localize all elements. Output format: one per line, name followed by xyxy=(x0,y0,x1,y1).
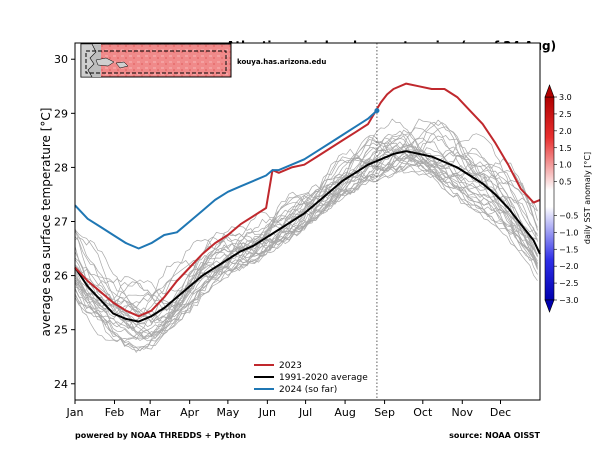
x-tick-label: Mar xyxy=(140,406,161,419)
colorbar-tick-label: 1.0 xyxy=(559,161,572,170)
historical-year-line xyxy=(74,135,538,325)
colorbar-tick-label: 3.0 xyxy=(559,93,572,102)
series-line-2024-so-far xyxy=(74,109,378,250)
colorbar-tick-label: −3.0 xyxy=(559,296,578,305)
historical-year-line xyxy=(74,148,538,341)
x-tick-label: May xyxy=(217,406,240,419)
historical-year-line xyxy=(74,162,538,339)
y-tick-label: 28 xyxy=(54,161,68,174)
legend-label: 2023 xyxy=(279,361,302,371)
legend: 2023 1991-2020 average 2024 (so far) xyxy=(254,361,368,395)
y-tick-label: 24 xyxy=(54,378,68,391)
footer-right: source: NOAA OISST xyxy=(449,431,540,440)
colorbar-tick-label: 2.5 xyxy=(559,110,572,119)
x-tick-label: Apr xyxy=(180,406,200,419)
colorbar-tick-label: −2.0 xyxy=(559,262,578,271)
colorbar-tick-label: 1.5 xyxy=(559,144,572,153)
legend-label: 1991-2020 average xyxy=(279,373,368,383)
historical-year-line xyxy=(74,130,538,311)
x-tick-label: Aug xyxy=(334,406,355,419)
historical-year-line xyxy=(74,126,538,311)
y-tick-label: 26 xyxy=(54,270,68,283)
x-tick-label: Dec xyxy=(490,406,511,419)
historical-year-line xyxy=(74,154,538,350)
x-tick-label: Feb xyxy=(105,406,124,419)
series-line-1991-2020-average xyxy=(74,150,541,323)
colorbar-tick-label: 0.5 xyxy=(559,178,572,187)
y-axis-label: average sea surface temperature [°C] xyxy=(39,108,53,337)
colorbar-tick-label: −1.5 xyxy=(559,245,578,254)
colorbar-tick-label: 2.0 xyxy=(559,127,572,136)
legend-label: 2024 (so far) xyxy=(279,385,337,395)
y-axis: 24 25 26 27 28 29 30 xyxy=(54,53,75,391)
colorbar-tick-label: −1.0 xyxy=(559,228,578,237)
inset-map xyxy=(80,43,232,78)
series-2024-endpoint xyxy=(374,108,380,114)
x-axis: Jan Feb Mar Apr May Jun Jul Aug Sep Oct Nov Dec xyxy=(66,400,511,419)
colorbar-tick-label: −2.5 xyxy=(559,279,578,288)
x-tick-label: Oct xyxy=(413,406,433,419)
x-tick-label: Jul xyxy=(298,406,312,419)
y-tick-label: 30 xyxy=(54,53,68,66)
series-line-2023 xyxy=(74,82,541,318)
colorbar-label: daily SST anomaly [°C] xyxy=(583,152,592,244)
source-url: kouya.has.arizona.edu xyxy=(237,58,326,66)
colorbar-tick-label: −0.5 xyxy=(559,211,578,220)
footer-left: powered by NOAA THREDDS + Python xyxy=(75,431,246,440)
x-tick-label: Jan xyxy=(66,406,84,419)
colorbar-ticks: 3.0 2.5 2.0 1.5 1.0 0.5 −0.5 −1.0 −1.5 −2.0 −2.5 −3… xyxy=(554,93,578,305)
x-tick-label: Sep xyxy=(374,406,395,419)
historical-year-line xyxy=(74,141,538,315)
y-tick-label: 25 xyxy=(54,324,68,337)
y-tick-label: 27 xyxy=(54,216,68,229)
historical-year-line xyxy=(74,160,538,343)
x-tick-label: Jun xyxy=(258,406,276,419)
x-tick-label: Nov xyxy=(452,406,474,419)
colorbar xyxy=(544,84,555,313)
y-tick-label: 29 xyxy=(54,107,68,120)
